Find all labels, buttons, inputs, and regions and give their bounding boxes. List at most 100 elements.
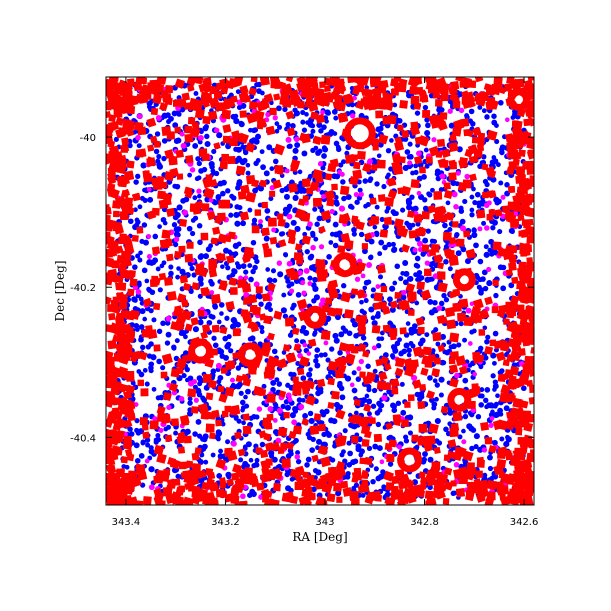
red-point: [211, 324, 220, 333]
red-point: [220, 367, 228, 374]
magenta-point: [229, 377, 235, 383]
red-point: [281, 96, 290, 105]
red-point: [198, 83, 208, 93]
blue-point: [427, 276, 433, 282]
blue-point: [371, 387, 378, 394]
blue-point: [187, 400, 193, 406]
red-point: [383, 363, 392, 371]
blue-point: [434, 417, 441, 425]
magenta-point: [469, 301, 475, 307]
red-point: [209, 432, 216, 440]
blue-point: [394, 263, 401, 270]
red-point: [117, 335, 127, 346]
blue-point: [283, 186, 290, 193]
red-point: [146, 157, 156, 167]
red-point: [518, 178, 528, 188]
blue-point: [138, 371, 145, 378]
red-point: [474, 93, 484, 103]
blue-point: [235, 89, 241, 95]
blue-point: [469, 445, 475, 452]
red-point: [272, 179, 282, 189]
red-point: [405, 282, 416, 293]
red-point: [424, 77, 433, 83]
blue-point: [495, 162, 501, 168]
red-point: [400, 300, 411, 311]
blue-point: [346, 440, 352, 446]
blue-point: [230, 113, 237, 120]
magenta-point: [337, 169, 342, 175]
red-point: [430, 243, 440, 253]
blue-point: [254, 258, 260, 265]
magenta-point: [196, 188, 202, 194]
blue-point: [236, 157, 243, 163]
red-point: [384, 496, 394, 505]
red-point: [434, 99, 443, 107]
blue-point: [147, 196, 154, 203]
red-point: [249, 101, 258, 110]
blue-point: [337, 350, 343, 356]
red-point: [440, 316, 448, 325]
blue-point: [290, 219, 297, 226]
red-point: [418, 423, 428, 433]
blue-point: [321, 124, 327, 130]
red-point: [270, 79, 280, 89]
red-point: [224, 493, 234, 503]
red-point: [248, 87, 257, 96]
blue-point: [196, 160, 202, 167]
blue-point: [282, 206, 289, 213]
red-point: [106, 398, 114, 408]
red-point: [515, 166, 526, 176]
red-point: [436, 138, 446, 147]
red-point: [448, 172, 457, 181]
blue-point: [313, 236, 319, 242]
red-point: [250, 77, 258, 83]
blue-point: [481, 475, 488, 482]
red-point: [237, 448, 246, 457]
blue-point: [476, 204, 482, 209]
red-point: [205, 468, 214, 477]
red-point: [383, 216, 393, 226]
red-point: [515, 469, 524, 478]
red-point: [195, 262, 205, 273]
blue-point: [281, 350, 287, 355]
red-point: [176, 293, 187, 303]
blue-point: [296, 184, 303, 191]
red-point: [202, 324, 211, 333]
blue-point: [136, 280, 142, 286]
red-point: [112, 421, 122, 431]
red-point: [337, 245, 346, 254]
red-point: [433, 479, 443, 488]
red-point: [450, 80, 460, 90]
red-point: [136, 226, 144, 234]
blue-point: [255, 292, 262, 299]
red-point: [173, 495, 184, 505]
blue-point: [314, 221, 320, 227]
red-point: [464, 149, 473, 158]
magenta-point: [453, 461, 460, 468]
blue-point: [155, 433, 161, 439]
blue-point: [376, 400, 382, 407]
magenta-point: [146, 234, 152, 239]
blue-point: [221, 179, 227, 186]
red-point: [320, 456, 331, 468]
blue-point: [254, 82, 260, 88]
blue-point: [362, 285, 368, 291]
blue-point: [140, 344, 146, 351]
red-point: [369, 417, 376, 425]
blue-point: [483, 397, 489, 403]
blue-point: [338, 404, 344, 410]
red-point: [476, 144, 485, 152]
blue-point: [235, 365, 242, 371]
blue-point: [285, 485, 292, 492]
magenta-point: [356, 366, 362, 372]
red-point: [323, 77, 332, 86]
blue-point: [366, 411, 372, 417]
blue-point: [171, 222, 178, 228]
red-point: [318, 225, 326, 234]
red-point: [146, 117, 157, 128]
blue-point: [180, 197, 187, 204]
red-point: [213, 142, 221, 150]
blue-point: [469, 212, 475, 218]
red-point: [393, 164, 403, 175]
red-point: [511, 323, 523, 334]
